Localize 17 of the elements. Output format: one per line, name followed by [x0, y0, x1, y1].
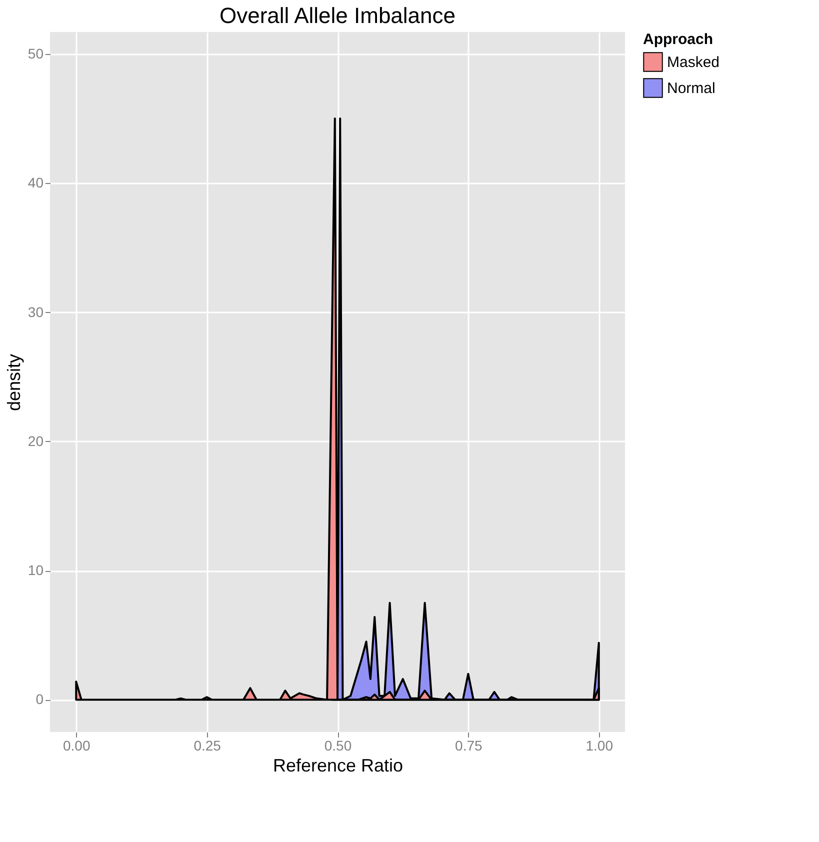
y-axis-title: density	[4, 354, 24, 412]
y-tick-label: 50	[28, 45, 44, 62]
y-tick-label: 0	[36, 691, 44, 708]
y-tick-label: 40	[28, 174, 44, 191]
x-tick-label: 0.00	[63, 738, 90, 754]
legend-label: Normal	[667, 80, 716, 97]
chart-title: Overall Allele Imbalance	[219, 3, 456, 28]
x-tick-label: 0.75	[455, 738, 483, 754]
x-tick-label: 0.25	[194, 738, 222, 754]
legend-label: Masked	[667, 54, 720, 71]
x-tick-label: 1.00	[586, 738, 614, 754]
legend-title: Approach	[643, 31, 714, 48]
x-axis-title: Reference Ratio	[272, 756, 404, 776]
y-tick-label: 20	[28, 432, 44, 449]
x-tick-label: 0.50	[324, 738, 352, 754]
y-tick-label: 30	[28, 304, 44, 320]
y-tick-label: 10	[28, 562, 44, 578]
